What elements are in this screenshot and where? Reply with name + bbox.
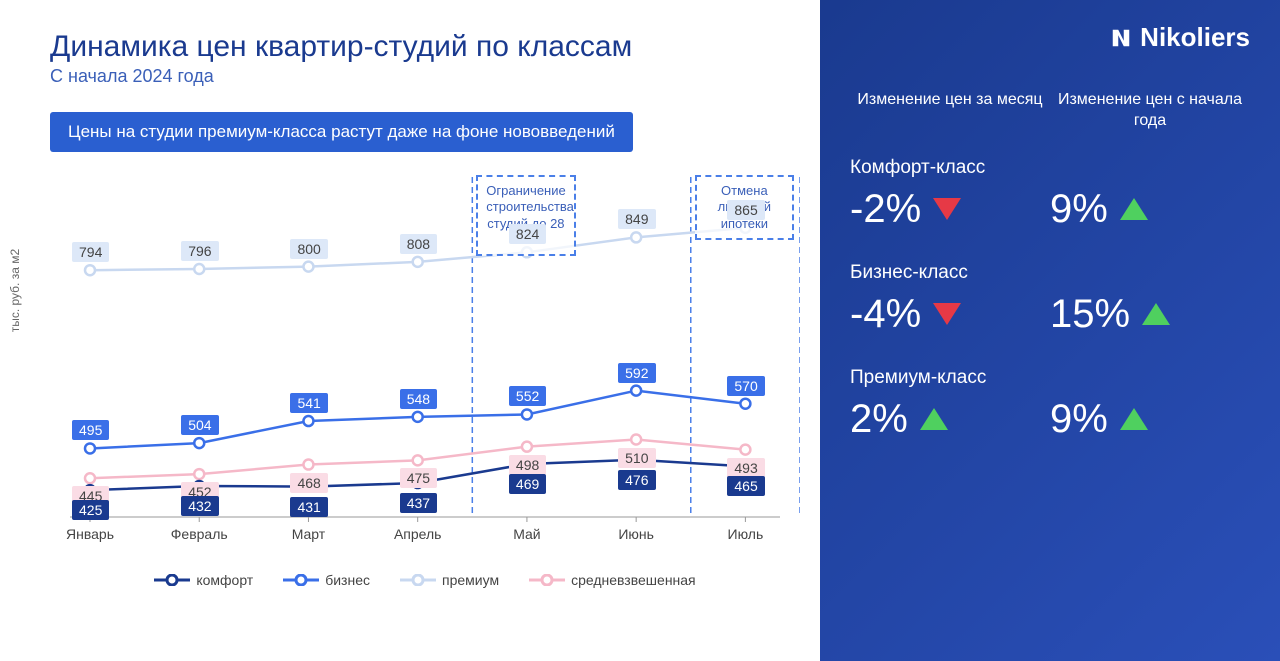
data-label: 498 — [509, 455, 546, 475]
legend-item: комфорт — [154, 572, 253, 588]
stat-group: Комфорт-класс -2% 9% — [850, 157, 1250, 232]
stat-ytd: 9% — [1050, 187, 1250, 232]
data-label: 510 — [618, 448, 655, 468]
brand-logo: Nikoliers — [1110, 22, 1250, 53]
stat-group: Премиум-класс 2% 9% — [850, 367, 1250, 442]
data-label: 865 — [727, 200, 764, 220]
stat-label: Бизнес-класс — [850, 262, 1250, 284]
data-label: 469 — [509, 474, 546, 494]
data-label: 808 — [400, 234, 437, 254]
data-label: 824 — [509, 224, 546, 244]
data-label: 849 — [618, 209, 655, 229]
data-label: 468 — [290, 473, 327, 493]
stat-value: 9% — [1050, 187, 1108, 232]
y-axis-label: тыс. руб. за м2 — [8, 249, 22, 332]
up-icon — [1120, 408, 1148, 430]
stat-month: 2% — [850, 397, 1050, 442]
stat-ytd: 15% — [1050, 292, 1250, 337]
data-label: 495 — [72, 420, 109, 440]
down-icon — [933, 303, 961, 325]
data-label: 476 — [618, 470, 655, 490]
data-label: 592 — [618, 363, 655, 383]
svg-text:Июль: Июль — [728, 526, 764, 542]
data-label: 800 — [290, 239, 327, 259]
highlight-banner: Цены на студии премиум-класса растут даж… — [50, 112, 633, 152]
data-label: 493 — [727, 458, 764, 478]
stat-value: 2% — [850, 397, 908, 442]
stat-value: -4% — [850, 292, 921, 337]
stats-panel: Nikoliers Изменение цен за месяц Изменен… — [820, 0, 1280, 661]
up-icon — [1120, 198, 1148, 220]
data-label: 548 — [400, 389, 437, 409]
chart-legend: комфорт бизнес премиум средневзвешенная — [50, 572, 800, 588]
svg-text:Март: Март — [292, 526, 326, 542]
stat-value: 15% — [1050, 292, 1130, 337]
stat-value: 9% — [1050, 397, 1108, 442]
svg-text:Июнь: Июнь — [618, 526, 654, 542]
data-label: 794 — [72, 242, 109, 262]
data-label: 570 — [727, 376, 764, 396]
data-label: 431 — [290, 497, 327, 517]
legend-item: бизнес — [283, 572, 370, 588]
data-label: 437 — [400, 493, 437, 513]
svg-text:Февраль: Февраль — [171, 526, 228, 542]
svg-text:Январь: Январь — [66, 526, 114, 542]
stat-ytd: 9% — [1050, 397, 1250, 442]
stats-header-month: Изменение цен за месяц — [850, 90, 1050, 132]
data-label: 425 — [72, 500, 109, 520]
stat-value: -2% — [850, 187, 921, 232]
data-label: 504 — [181, 415, 218, 435]
stat-month: -4% — [850, 292, 1050, 337]
down-icon — [933, 198, 961, 220]
data-label: 465 — [727, 476, 764, 496]
stat-label: Комфорт-класс — [850, 157, 1250, 179]
up-icon — [920, 408, 948, 430]
stat-label: Премиум-класс — [850, 367, 1250, 389]
brand-icon — [1110, 27, 1132, 49]
up-icon — [1142, 303, 1170, 325]
stats-header-ytd: Изменение цен с начала года — [1050, 90, 1250, 132]
brand-text: Nikoliers — [1140, 22, 1250, 53]
legend-item: премиум — [400, 572, 499, 588]
data-label: 552 — [509, 386, 546, 406]
data-label: 475 — [400, 468, 437, 488]
data-label: 796 — [181, 241, 218, 261]
page-title: Динамика цен квартир-студий по классам — [50, 30, 800, 64]
stat-group: Бизнес-класс -4% 15% — [850, 262, 1250, 337]
page-subtitle: С начала 2024 года — [50, 66, 800, 87]
svg-text:Май: Май — [513, 526, 540, 542]
data-label: 541 — [290, 393, 327, 413]
stats-header: Изменение цен за месяц Изменение цен с н… — [850, 90, 1250, 132]
svg-text:Апрель: Апрель — [394, 526, 442, 542]
stat-month: -2% — [850, 187, 1050, 232]
line-chart: тыс. руб. за м2 ЯнварьФевральМартАпрельМ… — [50, 167, 800, 567]
legend-item: средневзвешенная — [529, 572, 696, 588]
data-label: 432 — [181, 496, 218, 516]
